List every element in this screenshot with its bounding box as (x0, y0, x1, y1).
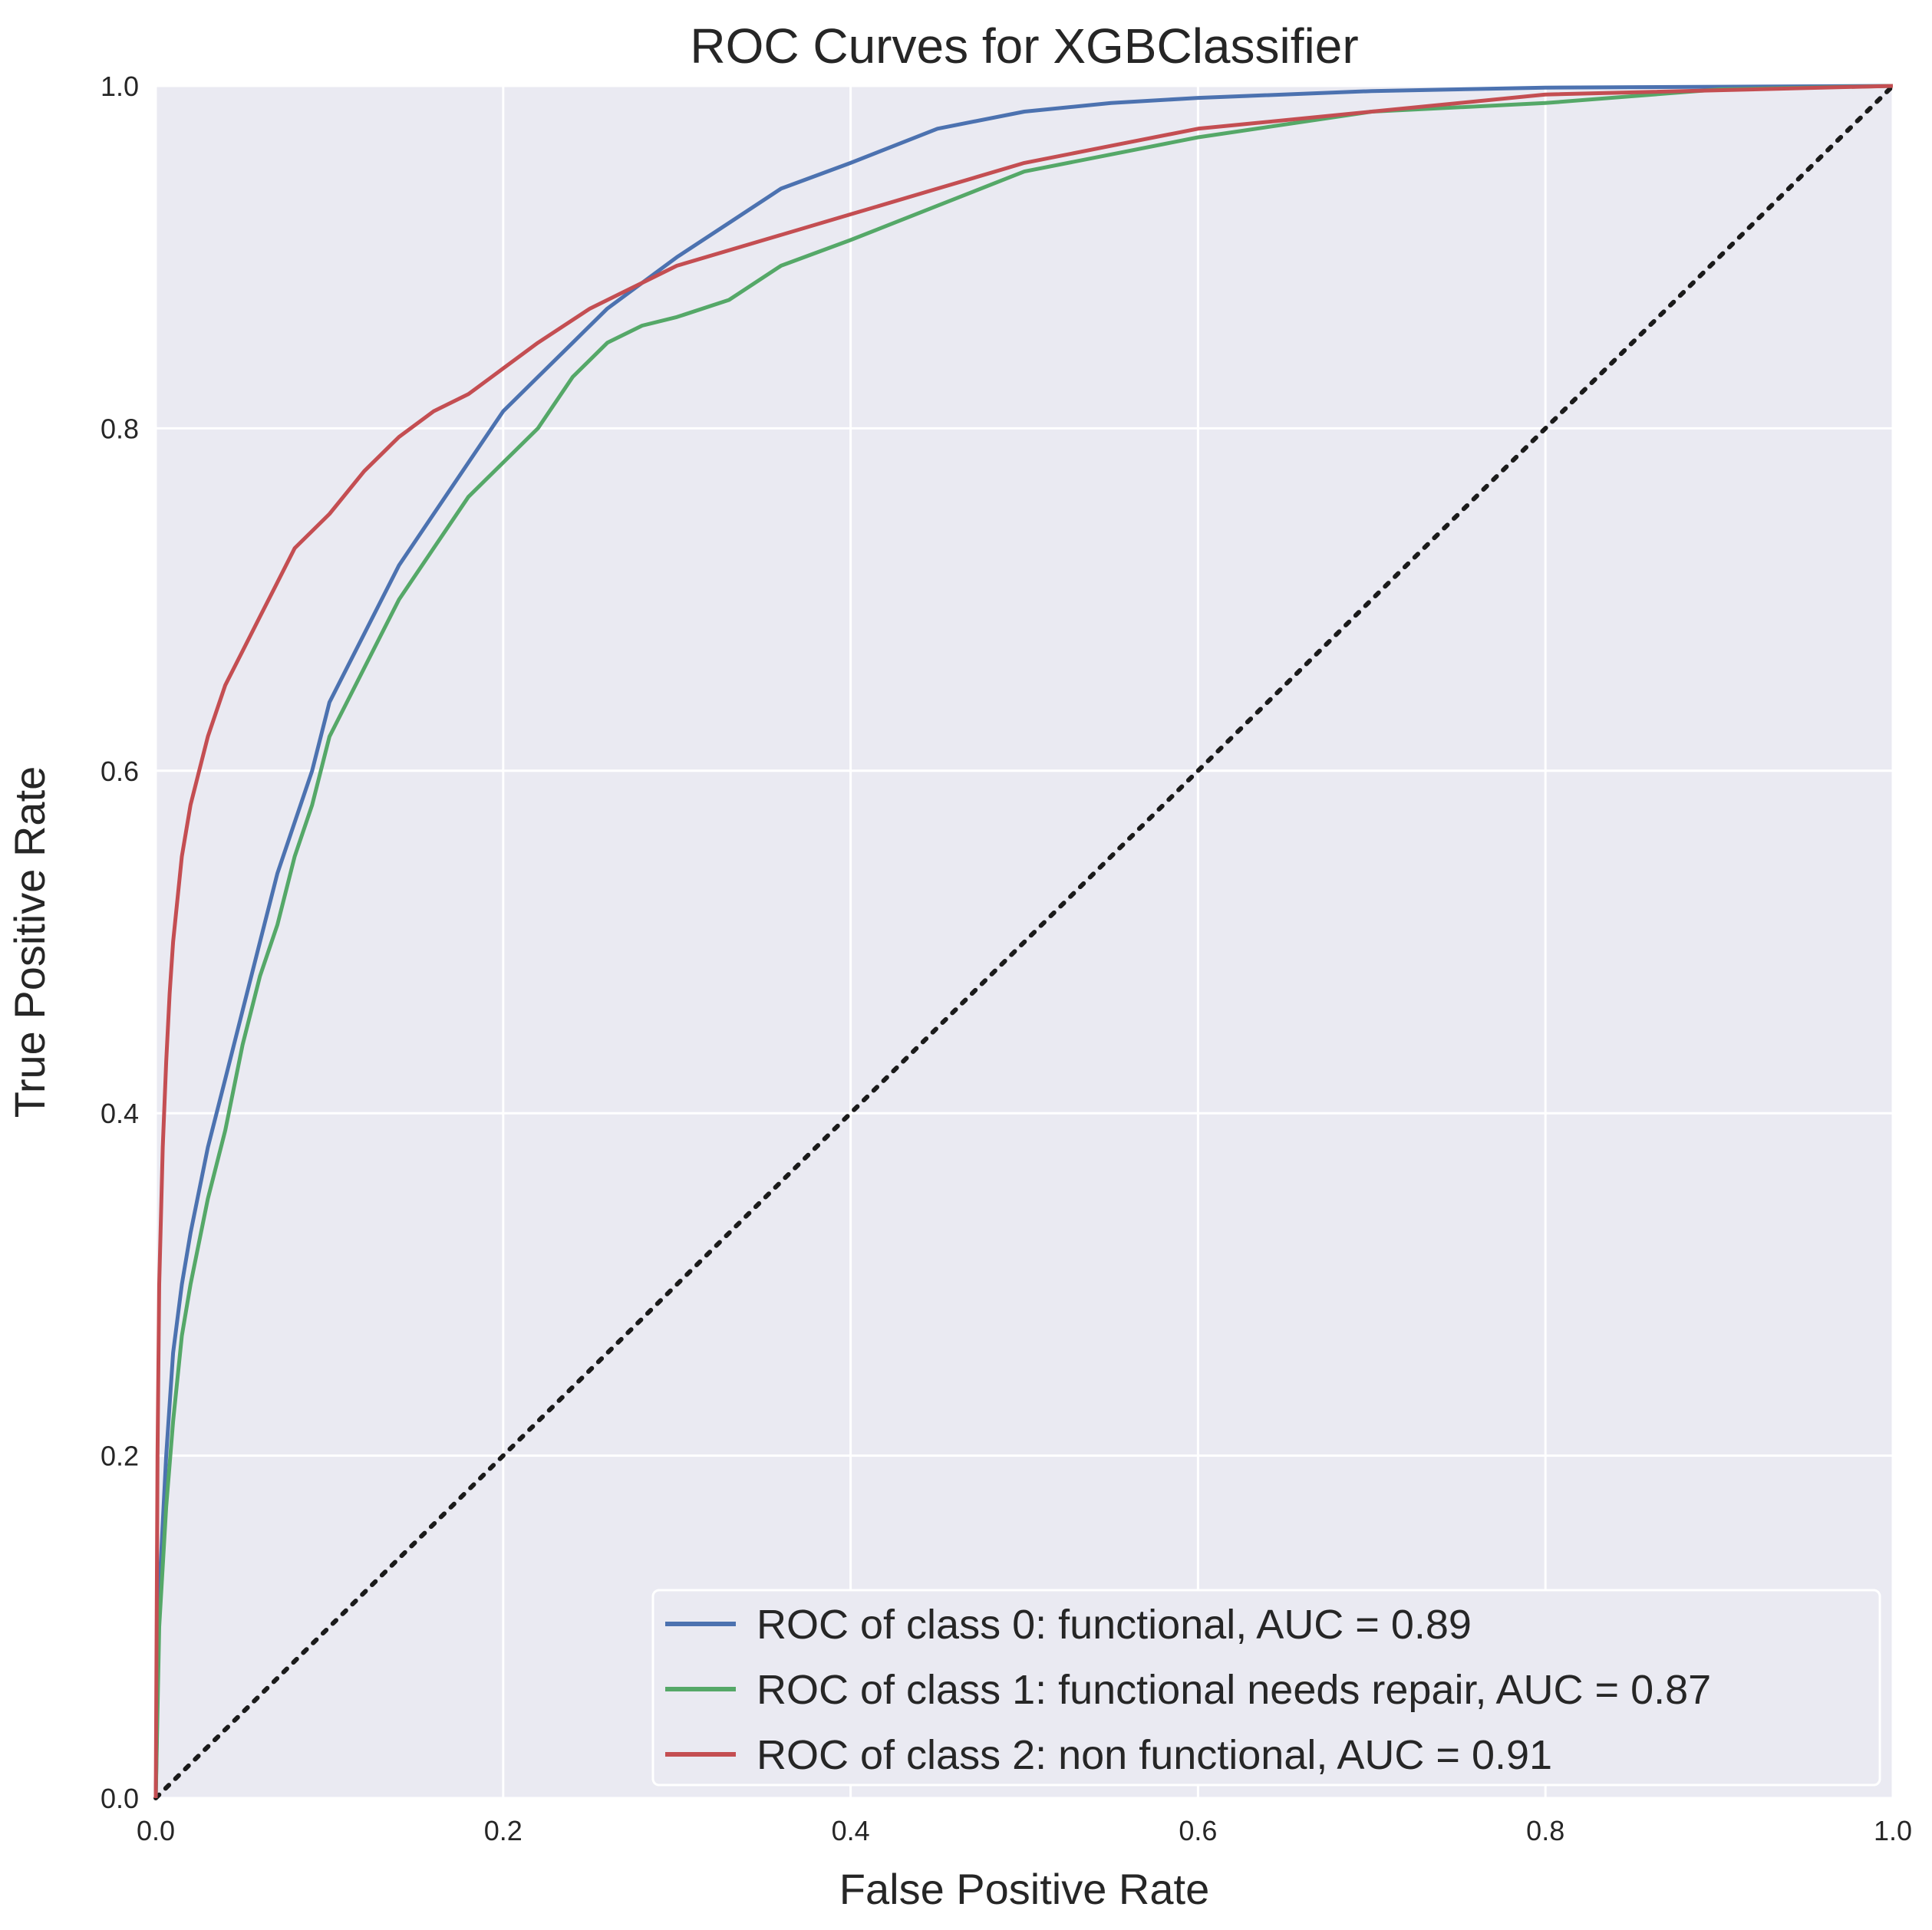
x-axis-label: False Positive Rate (839, 1865, 1209, 1913)
roc-curve-class-0 (153, 84, 1894, 1799)
y-tick-label: 0.2 (101, 1441, 139, 1472)
legend-items: ROC of class 0: functional, AUC = 0.89 RO… (665, 1602, 1711, 1778)
x-tick-label: 0.0 (137, 1815, 175, 1846)
legend-box (651, 1589, 1881, 1787)
roc-curve-class-2 (153, 84, 1894, 1799)
chance-diagonal-line (153, 84, 1895, 1800)
legend: ROC of class 0: functional, AUC = 0.89 RO… (651, 1589, 1881, 1787)
x-tick-label: 0.8 (1526, 1815, 1564, 1846)
roc-curve-class-1 (153, 84, 1894, 1799)
x-tick-label: 0.6 (1179, 1815, 1217, 1846)
tick-labels: 0.0 0.2 0.4 0.6 0.8 1.0 0.0 0.2 0.4 0.6 0.8 1.0 (101, 71, 1912, 1846)
y-tick-label: 0.6 (101, 756, 139, 787)
legend-label: ROC of class 0: functional, AUC = 0.89 (757, 1602, 1472, 1648)
x-tick-label: 0.2 (484, 1815, 523, 1846)
grid-lines (154, 84, 1894, 1800)
roc-series-group (153, 84, 1894, 1799)
x-tick-label: 0.4 (832, 1815, 870, 1846)
x-tick-label: 1.0 (1874, 1815, 1912, 1846)
chart-title: ROC Curves for XGBClassifier (690, 18, 1358, 74)
legend-label: ROC of class 2: non functional, AUC = 0.… (757, 1732, 1552, 1778)
y-tick-label: 0.8 (101, 413, 139, 444)
y-tick-label: 0.0 (101, 1783, 139, 1814)
legend-label: ROC of class 1: functional needs repair,… (757, 1667, 1711, 1713)
y-axis-label: True Positive Rate (5, 766, 54, 1118)
y-tick-label: 0.4 (101, 1098, 139, 1129)
y-tick-label: 1.0 (101, 71, 139, 102)
